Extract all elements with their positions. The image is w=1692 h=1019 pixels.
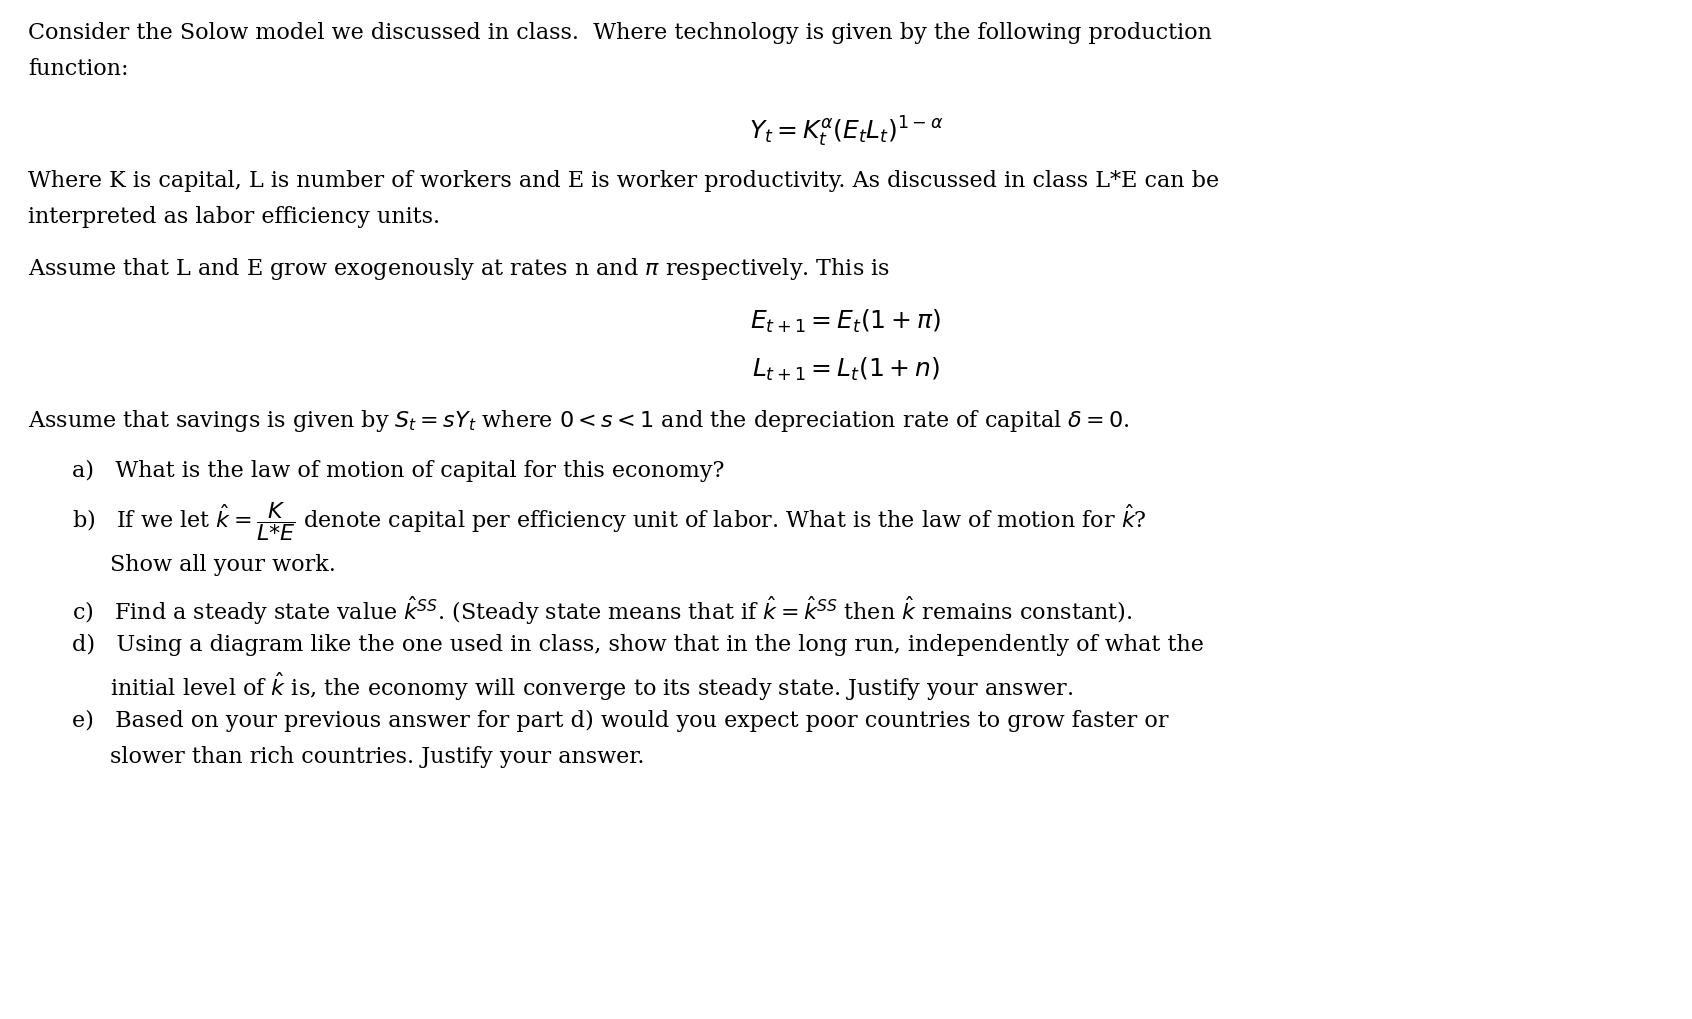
Text: Consider the Solow model we discussed in class.  Where technology is given by th: Consider the Solow model we discussed in… xyxy=(29,22,1211,44)
Text: $L_{t+1} = L_t(1 + n)$: $L_{t+1} = L_t(1 + n)$ xyxy=(751,356,941,383)
Text: a)   What is the law of motion of capital for this economy?: a) What is the law of motion of capital … xyxy=(73,460,724,482)
Text: interpreted as labor efficiency units.: interpreted as labor efficiency units. xyxy=(29,206,440,228)
Text: function:: function: xyxy=(29,58,129,79)
Text: $E_{t+1} = E_t(1 + \pi)$: $E_{t+1} = E_t(1 + \pi)$ xyxy=(751,308,941,335)
Text: slower than rich countries. Justify your answer.: slower than rich countries. Justify your… xyxy=(110,745,645,767)
Text: Assume that L and E grow exogenously at rates n and $\pi$ respectively. This is: Assume that L and E grow exogenously at … xyxy=(29,256,890,281)
Text: initial level of $\hat{k}$ is, the economy will converge to its steady state. Ju: initial level of $\hat{k}$ is, the econo… xyxy=(110,669,1073,702)
Text: c)   Find a steady state value $\hat{k}^{SS}$. (Steady state means that if $\hat: c) Find a steady state value $\hat{k}^{S… xyxy=(73,593,1132,626)
Text: b)   If we let $\hat{k} = \dfrac{K}{L{*}E}$ denote capital per efficiency unit o: b) If we let $\hat{k} = \dfrac{K}{L{*}E}… xyxy=(73,499,1147,542)
Text: Assume that savings is given by $S_t = sY_t$ where $0 < s < 1$ and the depreciat: Assume that savings is given by $S_t = s… xyxy=(29,408,1130,433)
Text: $Y_t = K_t^{\alpha}(E_tL_t)^{1-\alpha}$: $Y_t = K_t^{\alpha}(E_tL_t)^{1-\alpha}$ xyxy=(750,115,942,149)
Text: Show all your work.: Show all your work. xyxy=(110,553,337,576)
Text: d)   Using a diagram like the one used in class, show that in the long run, inde: d) Using a diagram like the one used in … xyxy=(73,634,1205,655)
Text: Where K is capital, L is number of workers and E is worker productivity. As disc: Where K is capital, L is number of worke… xyxy=(29,170,1220,192)
Text: e)   Based on your previous answer for part d) would you expect poor countries t: e) Based on your previous answer for par… xyxy=(73,709,1169,732)
